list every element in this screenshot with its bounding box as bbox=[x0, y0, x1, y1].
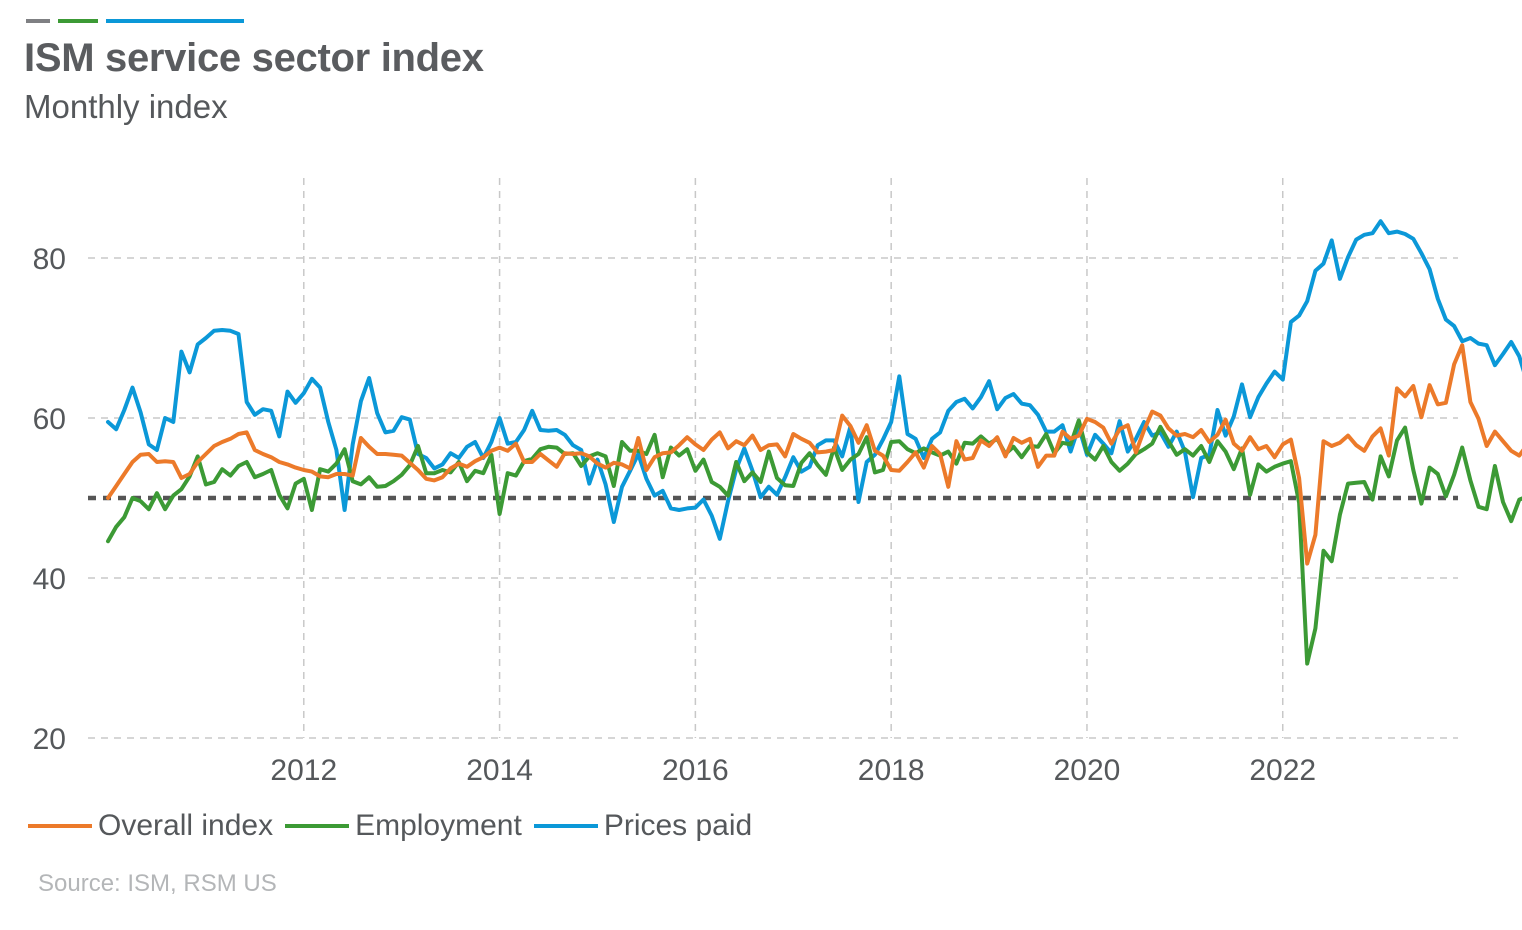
x-tick-label: 2014 bbox=[466, 754, 533, 787]
y-tick-label: 20 bbox=[33, 723, 66, 756]
x-tick-label: 2018 bbox=[858, 754, 925, 787]
x-tick-label: 2012 bbox=[270, 754, 337, 787]
legend-item-prices: Prices paid bbox=[533, 809, 753, 843]
chart-subtitle: Monthly index bbox=[24, 88, 228, 125]
legend-label-employment: Employment bbox=[355, 809, 522, 842]
legend-swatch-employment bbox=[285, 824, 350, 828]
series-line-employment bbox=[106, 418, 1522, 666]
y-tick-label: 80 bbox=[33, 243, 66, 276]
line-chart: 20 40 60 80 2012 2014 2016 2018 2020 2022 bbox=[33, 178, 1522, 787]
series-line-prices-paid bbox=[106, 219, 1522, 541]
axis-labels: 20 40 60 80 2012 2014 2016 2018 2020 2022 bbox=[33, 243, 1317, 787]
legend-label-overall: Overall index bbox=[98, 809, 274, 842]
series-line-overall-index bbox=[106, 343, 1522, 566]
x-tick-label: 2020 bbox=[1054, 754, 1121, 787]
brand-bar-green bbox=[58, 19, 98, 23]
legend-item-overall: Overall index bbox=[28, 809, 273, 843]
brand-bar-gray bbox=[26, 19, 50, 23]
x-tick-label: 2016 bbox=[662, 754, 729, 787]
legend-swatch-overall bbox=[28, 824, 92, 828]
grid-lines bbox=[88, 178, 1458, 739]
legend-item-employment: Employment bbox=[285, 809, 522, 843]
series-lines bbox=[106, 219, 1522, 666]
y-tick-label: 40 bbox=[33, 563, 66, 596]
y-tick-label: 60 bbox=[33, 403, 66, 436]
chart-legend: Overall index Employment Prices paid bbox=[28, 806, 764, 846]
legend-swatch-prices bbox=[533, 824, 598, 828]
chart-title: ISM service sector index bbox=[24, 36, 484, 80]
x-tick-label: 2022 bbox=[1249, 754, 1316, 787]
brand-bar-blue bbox=[106, 19, 244, 23]
source-note: Source: ISM, RSM US bbox=[38, 870, 277, 897]
legend-label-prices: Prices paid bbox=[603, 809, 753, 842]
